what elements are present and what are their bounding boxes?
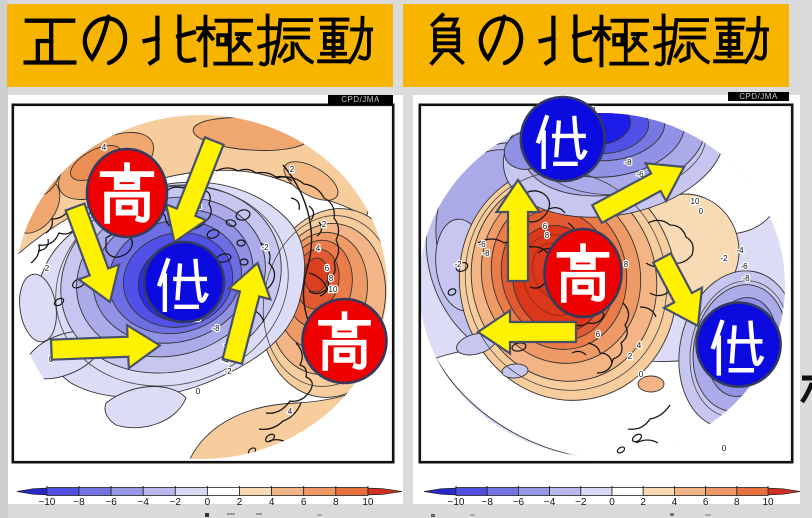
svg-text:6: 6 [596,330,601,339]
svg-text:-4: -4 [736,246,744,255]
svg-text:-8: -8 [624,158,632,167]
svg-text:−6: −6 [513,497,525,508]
svg-text:10: 10 [329,285,338,294]
svg-text:-6: -6 [636,170,644,179]
svg-text:8: 8 [333,497,339,508]
svg-text:−10: −10 [448,497,465,508]
svg-text:6: 6 [301,497,307,508]
svg-text:0: 0 [722,444,727,453]
svg-text:6: 6 [703,497,709,508]
svg-text:10: 10 [691,197,700,206]
svg-text:-8: -8 [742,274,750,283]
svg-text:10: 10 [362,497,374,508]
svg-text:−10: −10 [38,497,55,508]
svg-text:2: 2 [290,165,295,174]
svg-text:-2: -2 [224,367,232,376]
svg-text:8: 8 [624,260,629,269]
svg-text:2: 2 [237,497,243,508]
svg-text:8: 8 [545,231,550,240]
svg-text:−2: −2 [575,497,587,508]
svg-text:−8: −8 [481,497,493,508]
svg-text:6: 6 [325,264,330,273]
svg-text:8: 8 [734,497,740,508]
svg-text:-2: -2 [454,260,462,269]
svg-text:8: 8 [329,274,334,283]
svg-text:4: 4 [102,143,107,152]
svg-text:10: 10 [762,497,774,508]
svg-text:-6: -6 [740,262,748,271]
svg-text:0: 0 [639,370,644,379]
svg-text:2: 2 [640,497,646,508]
svg-text:4: 4 [316,244,321,253]
svg-text:6: 6 [543,222,548,231]
svg-text:4: 4 [288,407,293,416]
svg-text:0: 0 [205,497,211,508]
svg-text:4: 4 [269,497,275,508]
svg-text:0: 0 [196,387,201,396]
svg-text:-8: -8 [482,249,490,258]
svg-text:4: 4 [637,341,642,350]
svg-text:−8: −8 [73,497,85,508]
svg-text:0: 0 [699,207,704,216]
svg-text:4: 4 [672,497,678,508]
svg-text:−4: −4 [137,497,149,508]
svg-text:-6: -6 [478,240,486,249]
svg-text:2: 2 [628,352,633,361]
svg-text:−2: −2 [170,497,182,508]
svg-text:−4: −4 [544,497,556,508]
svg-text:-2: -2 [261,243,269,252]
svg-text:0: 0 [609,497,615,508]
svg-text:2: 2 [45,264,50,273]
svg-text:-8: -8 [212,324,220,333]
svg-text:-2: -2 [720,254,728,263]
svg-text:2: 2 [322,220,327,229]
svg-text:−6: −6 [105,497,117,508]
